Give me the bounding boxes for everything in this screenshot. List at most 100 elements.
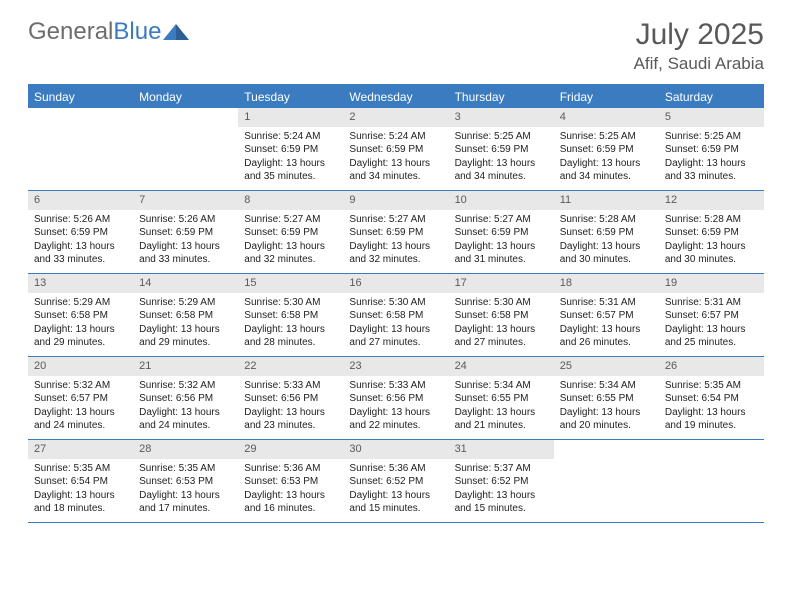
weekday-header: Wednesday [343,86,448,108]
day-body: Sunrise: 5:36 AMSunset: 6:52 PMDaylight:… [343,459,448,522]
daylight-line: Daylight: 13 hours and 26 minutes. [560,323,653,350]
sunrise-line: Sunrise: 5:27 AM [244,213,337,227]
day-body: Sunrise: 5:33 AMSunset: 6:56 PMDaylight:… [238,376,343,439]
day-cell: 10Sunrise: 5:27 AMSunset: 6:59 PMDayligh… [449,191,554,273]
sunset-line: Sunset: 6:59 PM [560,226,653,240]
sunrise-line: Sunrise: 5:27 AM [455,213,548,227]
day-number: 8 [238,191,343,210]
header: GeneralBlue July 2025 Afif, Saudi Arabia [28,18,764,74]
day-number: 16 [343,274,448,293]
day-cell: 7Sunrise: 5:26 AMSunset: 6:59 PMDaylight… [133,191,238,273]
day-body: Sunrise: 5:28 AMSunset: 6:59 PMDaylight:… [554,210,659,273]
daylight-line: Daylight: 13 hours and 17 minutes. [139,489,232,516]
day-cell: 12Sunrise: 5:28 AMSunset: 6:59 PMDayligh… [659,191,764,273]
day-body: Sunrise: 5:35 AMSunset: 6:53 PMDaylight:… [133,459,238,522]
day-cell: 29Sunrise: 5:36 AMSunset: 6:53 PMDayligh… [238,440,343,522]
day-body: Sunrise: 5:31 AMSunset: 6:57 PMDaylight:… [659,293,764,356]
weekday-header: Friday [554,86,659,108]
day-body: Sunrise: 5:32 AMSunset: 6:57 PMDaylight:… [28,376,133,439]
day-number: 21 [133,357,238,376]
sunset-line: Sunset: 6:59 PM [349,143,442,157]
sunrise-line: Sunrise: 5:27 AM [349,213,442,227]
day-number: 9 [343,191,448,210]
day-cell: 24Sunrise: 5:34 AMSunset: 6:55 PMDayligh… [449,357,554,439]
daylight-line: Daylight: 13 hours and 22 minutes. [349,406,442,433]
day-cell: 30Sunrise: 5:36 AMSunset: 6:52 PMDayligh… [343,440,448,522]
day-number: 2 [343,108,448,127]
sunset-line: Sunset: 6:57 PM [560,309,653,323]
day-body: Sunrise: 5:35 AMSunset: 6:54 PMDaylight:… [659,376,764,439]
day-number: 24 [449,357,554,376]
week-row: 13Sunrise: 5:29 AMSunset: 6:58 PMDayligh… [28,274,764,357]
day-cell: 26Sunrise: 5:35 AMSunset: 6:54 PMDayligh… [659,357,764,439]
daylight-line: Daylight: 13 hours and 29 minutes. [139,323,232,350]
day-cell: 16Sunrise: 5:30 AMSunset: 6:58 PMDayligh… [343,274,448,356]
day-body: Sunrise: 5:24 AMSunset: 6:59 PMDaylight:… [343,127,448,190]
sunset-line: Sunset: 6:52 PM [349,475,442,489]
sunrise-line: Sunrise: 5:37 AM [455,462,548,476]
location: Afif, Saudi Arabia [634,54,764,74]
daylight-line: Daylight: 13 hours and 23 minutes. [244,406,337,433]
sunrise-line: Sunrise: 5:35 AM [665,379,758,393]
daylight-line: Daylight: 13 hours and 28 minutes. [244,323,337,350]
day-body: Sunrise: 5:35 AMSunset: 6:54 PMDaylight:… [28,459,133,522]
daylight-line: Daylight: 13 hours and 34 minutes. [455,157,548,184]
day-body: Sunrise: 5:31 AMSunset: 6:57 PMDaylight:… [554,293,659,356]
sunrise-line: Sunrise: 5:26 AM [139,213,232,227]
day-body: Sunrise: 5:26 AMSunset: 6:59 PMDaylight:… [133,210,238,273]
daylight-line: Daylight: 13 hours and 30 minutes. [560,240,653,267]
sunrise-line: Sunrise: 5:28 AM [665,213,758,227]
day-number: 6 [28,191,133,210]
day-cell: 27Sunrise: 5:35 AMSunset: 6:54 PMDayligh… [28,440,133,522]
daylight-line: Daylight: 13 hours and 34 minutes. [349,157,442,184]
title-block: July 2025 Afif, Saudi Arabia [634,18,764,74]
sunrise-line: Sunrise: 5:30 AM [455,296,548,310]
day-body: Sunrise: 5:32 AMSunset: 6:56 PMDaylight:… [133,376,238,439]
day-number: 18 [554,274,659,293]
day-cell: 15Sunrise: 5:30 AMSunset: 6:58 PMDayligh… [238,274,343,356]
sunset-line: Sunset: 6:56 PM [349,392,442,406]
sunrise-line: Sunrise: 5:36 AM [244,462,337,476]
day-cell: 25Sunrise: 5:34 AMSunset: 6:55 PMDayligh… [554,357,659,439]
day-number: 29 [238,440,343,459]
day-body: Sunrise: 5:25 AMSunset: 6:59 PMDaylight:… [554,127,659,190]
sunrise-line: Sunrise: 5:25 AM [455,130,548,144]
sunset-line: Sunset: 6:58 PM [349,309,442,323]
day-number: 31 [449,440,554,459]
sunset-line: Sunset: 6:54 PM [34,475,127,489]
daylight-line: Daylight: 13 hours and 25 minutes. [665,323,758,350]
sunset-line: Sunset: 6:59 PM [139,226,232,240]
day-cell: 13Sunrise: 5:29 AMSunset: 6:58 PMDayligh… [28,274,133,356]
daylight-line: Daylight: 13 hours and 19 minutes. [665,406,758,433]
week-row: 27Sunrise: 5:35 AMSunset: 6:54 PMDayligh… [28,440,764,523]
daylight-line: Daylight: 13 hours and 15 minutes. [349,489,442,516]
sunset-line: Sunset: 6:53 PM [139,475,232,489]
sunrise-line: Sunrise: 5:32 AM [34,379,127,393]
calendar: SundayMondayTuesdayWednesdayThursdayFrid… [28,84,764,523]
daylight-line: Daylight: 13 hours and 32 minutes. [349,240,442,267]
day-body: Sunrise: 5:34 AMSunset: 6:55 PMDaylight:… [449,376,554,439]
logo-text: GeneralBlue [28,18,161,46]
day-number: 13 [28,274,133,293]
day-number: 23 [343,357,448,376]
sunrise-line: Sunrise: 5:30 AM [244,296,337,310]
logo: GeneralBlue [28,18,189,46]
day-number: 14 [133,274,238,293]
daylight-line: Daylight: 13 hours and 33 minutes. [139,240,232,267]
day-number: 5 [659,108,764,127]
day-number: 17 [449,274,554,293]
day-body: Sunrise: 5:27 AMSunset: 6:59 PMDaylight:… [238,210,343,273]
sunrise-line: Sunrise: 5:31 AM [665,296,758,310]
sunset-line: Sunset: 6:56 PM [244,392,337,406]
sunrise-line: Sunrise: 5:36 AM [349,462,442,476]
daylight-line: Daylight: 13 hours and 34 minutes. [560,157,653,184]
day-cell: 14Sunrise: 5:29 AMSunset: 6:58 PMDayligh… [133,274,238,356]
day-body: Sunrise: 5:36 AMSunset: 6:53 PMDaylight:… [238,459,343,522]
day-body: Sunrise: 5:34 AMSunset: 6:55 PMDaylight:… [554,376,659,439]
weekday-header: Saturday [659,86,764,108]
day-body: Sunrise: 5:29 AMSunset: 6:58 PMDaylight:… [28,293,133,356]
day-number: 27 [28,440,133,459]
sunset-line: Sunset: 6:57 PM [34,392,127,406]
day-cell: 21Sunrise: 5:32 AMSunset: 6:56 PMDayligh… [133,357,238,439]
weekday-header: Tuesday [238,86,343,108]
